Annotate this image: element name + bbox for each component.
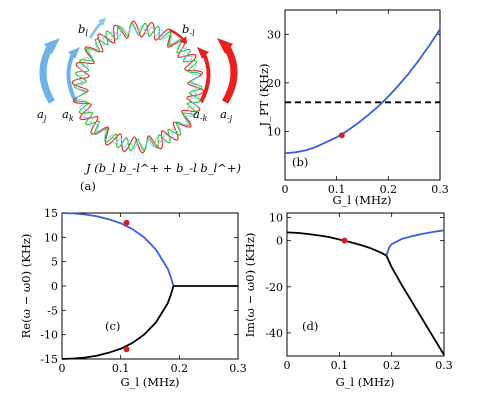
arrow-a-minus-k-head: [197, 47, 209, 59]
arrow-a-k: [66, 51, 78, 103]
chart-b-frame: [284, 9, 441, 181]
chart-c-series-0: [61, 212, 175, 287]
chart-c-ytick-label: 15: [44, 207, 58, 220]
chart-d-xtick-label: 0.1: [331, 359, 349, 372]
chart-b-xtick-label: 0: [282, 183, 289, 196]
label-a-minus-k: a-k: [193, 107, 208, 123]
chart-c-marker-0: [123, 219, 130, 226]
label-a-k: ak: [62, 107, 74, 123]
arrow-a-minus-j-head: [217, 38, 233, 54]
chart-b-xtick-label: 0.2: [380, 183, 398, 196]
chart-c-ytick-label: 5: [51, 256, 58, 269]
arrow-a-minus-j: [221, 42, 238, 104]
chart-c-ytick-label: -15: [40, 353, 58, 366]
chart-d-xtick-label: 0: [284, 359, 291, 372]
chart-b-ytick-label: 30: [267, 28, 281, 41]
panel-a: bl b-l aj ak a-k a-j J (b_l b_-l^+ + b_-…: [37, 18, 241, 193]
label-b-minus-l: b-l: [182, 22, 195, 38]
chart-d-series-2: [385, 255, 445, 356]
chart-d-tag: (d): [302, 319, 318, 333]
label-a-j: aj: [37, 107, 47, 123]
chart-d-xtick-label: 0.3: [435, 359, 453, 372]
chart-c-xtick-label: 0.3: [229, 362, 247, 375]
chart-c-ytick-label: 10: [44, 231, 58, 244]
arrow-b-l: [88, 20, 104, 39]
chart-d-series-1: [385, 229, 445, 256]
chart-c-xtick-label: 0.2: [171, 362, 189, 375]
chart-c-ytick-label: -5: [47, 304, 58, 317]
arrow-a-j-head: [44, 38, 60, 54]
chart-d-ytick-label: -20: [265, 281, 283, 294]
ring-wave-2: [75, 24, 201, 150]
arrow-a-k-head: [68, 47, 80, 59]
chart-c-ylabel: Re(ω − ω0) (KHz): [19, 234, 33, 339]
arrow-b-l-head: [98, 18, 106, 26]
chart-d-xlabel: G_l (MHz): [335, 375, 394, 389]
chart-c-series-1: [61, 285, 175, 360]
chart-c-xlabel: G_l (MHz): [120, 375, 179, 389]
chart-b-ytick-label: 20: [267, 77, 281, 90]
chart-b: 0 0.1 0.2 0.3 10 20 30 (b) G_l (MHz) J_PT (KHz): [257, 9, 449, 207]
chart-b-ytick-label: 10: [267, 125, 281, 138]
chart-b-xtick-label: 0.1: [328, 183, 346, 196]
chart-b-series-0: [284, 28, 441, 155]
chart-c-xtick-label: 0: [59, 362, 66, 375]
chart-b-marker-0: [338, 132, 345, 139]
chart-b-ylabel: J_PT (KHz): [257, 63, 271, 127]
panel-a-tag: (a): [80, 179, 96, 193]
chart-d: 0 0.1 0.2 0.3 -40 -20 0 10 (d) G_l (MHz) Im(ω − ω0…: [243, 212, 453, 389]
chart-d-ytick-label: 10: [269, 212, 283, 225]
chart-d-series-0: [286, 231, 387, 257]
label-a-minus-j: a-j: [220, 107, 233, 123]
chart-c-tag: (c): [105, 319, 120, 333]
ring-wave-1: [73, 22, 203, 152]
chart-b-tag: (b): [292, 155, 308, 169]
chart-d-marker-0: [341, 237, 348, 244]
chart-c-ytick-label: 0: [51, 280, 58, 293]
label-b-l: bl: [78, 22, 88, 38]
chart-c: 0 0.1 0.2 0.3 -15 -10 -5 0 5 10 15 (c) G_l (MHz) Re(ω…: [19, 207, 247, 389]
chart-c-ytick-label: -10: [40, 329, 58, 342]
arrow-b-minus-l: [169, 28, 185, 41]
chart-d-frame: [286, 212, 445, 357]
chart-d-xtick-label: 0.2: [383, 359, 401, 372]
chart-d-ylabel: Im(ω − ω0) (KHz): [243, 233, 257, 338]
coupling-label: J (b_l b_-l^+ + b_-l b_l^+): [84, 161, 241, 175]
chart-d-ytick-label: 0: [276, 235, 283, 248]
chart-b-xtick-label: 0.3: [431, 183, 449, 196]
arrow-b-minus-l-head: [180, 36, 187, 44]
arrow-a-j: [39, 42, 56, 104]
chart-d-ytick-label: -40: [265, 327, 283, 340]
chart-c-marker-1: [123, 346, 130, 353]
chart-b-xlabel: G_l (MHz): [332, 193, 391, 207]
arrow-a-minus-k: [199, 51, 211, 103]
chart-c-xtick-label: 0.1: [112, 362, 130, 375]
